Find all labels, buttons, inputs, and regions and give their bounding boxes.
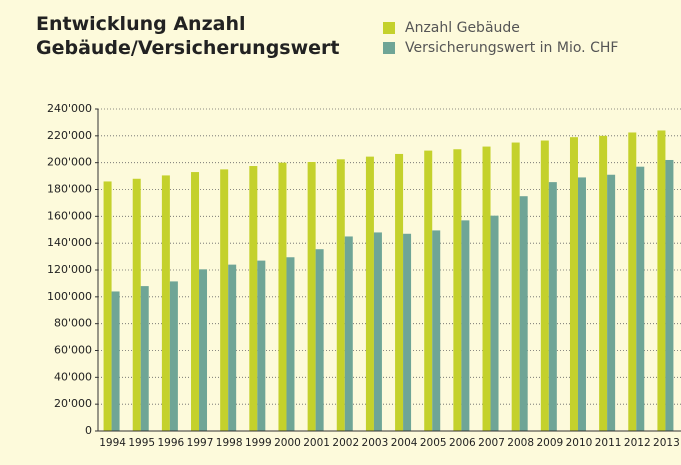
- y-tick-label: 220'000: [47, 129, 92, 142]
- bar: [540, 140, 549, 431]
- x-tick-label: 2013: [653, 437, 680, 449]
- legend-label: Versicherungswert in Mio. CHF: [405, 40, 618, 56]
- bar: [199, 269, 208, 431]
- bar: [395, 153, 404, 431]
- bar: [336, 159, 345, 431]
- x-tick-label: 2003: [362, 437, 389, 449]
- bar: [140, 286, 149, 431]
- y-tick-label: 160'000: [47, 209, 92, 222]
- legend-label: Anzahl Gebäude: [405, 20, 520, 36]
- x-tick-label: 1997: [187, 437, 214, 449]
- x-tick-label: 2009: [536, 437, 563, 449]
- y-tick-label: 180'000: [47, 183, 92, 196]
- y-tick-label: 60'000: [54, 344, 92, 357]
- x-tick-label: 1999: [245, 437, 272, 449]
- bar: [257, 260, 266, 431]
- x-tick-label: 1994: [99, 437, 126, 449]
- x-tick-label: 2002: [332, 437, 359, 449]
- bar: [344, 236, 353, 431]
- bar: [453, 149, 462, 431]
- y-tick-label: 240'000: [47, 102, 92, 115]
- bar: [636, 166, 645, 432]
- bar: [628, 132, 637, 431]
- bar: [169, 281, 178, 431]
- x-tick-label: 2005: [420, 437, 447, 449]
- y-tick-label: 200'000: [47, 156, 92, 169]
- bar: [161, 175, 170, 431]
- bar: [220, 169, 229, 431]
- x-tick-label: 2010: [566, 437, 593, 449]
- x-tick-label: 2012: [624, 437, 651, 449]
- y-tick-label: 80'000: [54, 317, 92, 330]
- bar: [432, 230, 441, 431]
- bar: [249, 166, 258, 432]
- bar: [490, 215, 499, 431]
- bar: [286, 257, 295, 431]
- bar: [278, 162, 287, 431]
- x-tick-label: 1995: [128, 437, 155, 449]
- bar: [111, 291, 120, 431]
- bar: [461, 220, 470, 431]
- y-tick-label: 0: [85, 424, 92, 437]
- legend-swatch: [383, 22, 395, 34]
- x-tick-label: 1996: [158, 437, 185, 449]
- x-tick-label: 2011: [595, 437, 622, 449]
- bar: [191, 172, 200, 431]
- y-tick-label: 40'000: [54, 370, 92, 383]
- bar: [548, 182, 557, 431]
- bar: [482, 146, 491, 432]
- y-tick-label: 120'000: [47, 263, 92, 276]
- y-tick-label: 140'000: [47, 236, 92, 249]
- x-tick-label: 2000: [274, 437, 301, 449]
- bar: [132, 178, 141, 431]
- bar: [569, 137, 578, 432]
- bar: [403, 233, 412, 431]
- x-tick-label: 2006: [449, 437, 476, 449]
- bar: [228, 264, 237, 431]
- y-tick-label: 20'000: [54, 397, 92, 410]
- y-tick-label: 100'000: [47, 290, 92, 303]
- bar: [607, 174, 616, 431]
- bar: [373, 232, 382, 431]
- x-tick-label: 2001: [303, 437, 330, 449]
- legend-swatch: [383, 42, 395, 54]
- x-tick-label: 2007: [478, 437, 505, 449]
- bar: [577, 177, 586, 431]
- chart-title: Entwicklung Anzahl Gebäude/Versicherungs…: [36, 13, 340, 59]
- bar: [511, 142, 520, 431]
- bar: [315, 249, 324, 431]
- x-tick-label: 2004: [391, 437, 418, 449]
- x-tick-label: 1998: [216, 437, 243, 449]
- bar: [657, 130, 666, 431]
- bar: [599, 135, 608, 432]
- bar: [424, 150, 433, 431]
- bar: [519, 196, 528, 431]
- bar: [307, 161, 316, 431]
- x-tick-label: 2008: [507, 437, 534, 449]
- bar: [103, 181, 112, 431]
- bar: [365, 156, 374, 432]
- bar: [665, 159, 674, 431]
